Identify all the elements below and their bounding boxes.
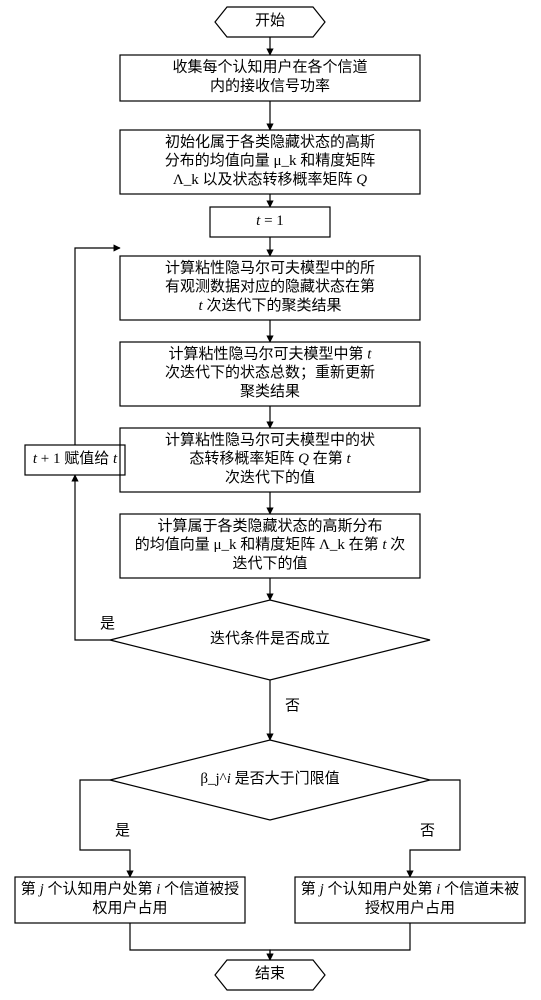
svg-text:计算粘性隐马尔可夫模型中的所: 计算粘性隐马尔可夫模型中的所	[165, 259, 375, 277]
process-r3: t = 1	[210, 207, 330, 237]
svg-text:内的接收信号功率: 内的接收信号功率	[210, 78, 330, 95]
svg-text:权用户占用: 权用户占用	[92, 900, 167, 917]
svg-text:分布的均值向量 μ_k 和精度矩阵: 分布的均值向量 μ_k 和精度矩阵	[165, 152, 376, 169]
process-r7: 计算属于各类隐藏状态的高斯分布的均值向量 μ_k 和精度矩阵 Λ_k 在第 t …	[120, 514, 420, 578]
svg-text:聚类结果: 聚类结果	[240, 383, 300, 400]
process-r4: 计算粘性隐马尔可夫模型中的所有观测数据对应的隐藏状态在第 t 次迭代下的聚类结果	[120, 256, 420, 320]
edge-label: 是	[100, 616, 115, 632]
edge-rno-end	[270, 923, 410, 960]
decision-d1: 迭代条件是否成立	[110, 600, 430, 680]
edge-label: 否	[285, 698, 300, 714]
end-terminator: 结束	[215, 960, 325, 990]
svg-text:结束: 结束	[255, 965, 285, 982]
decision-d2: β_j^i 是否大于门限值	[110, 740, 430, 820]
svg-text:迭代条件是否成立: 迭代条件是否成立	[210, 630, 330, 647]
process-ryes: 第 j 个认知用户处第 i 个信道被授权用户占用	[15, 877, 245, 923]
svg-text:收集每个认知用户在各个信道: 收集每个认知用户在各个信道	[172, 59, 367, 76]
svg-text:迭代下的值: 迭代下的值	[232, 555, 307, 572]
svg-text:开始: 开始	[255, 12, 285, 29]
process-r6: 计算粘性隐马尔可夫模型中的状态转移概率矩阵 Q 在第 t 次迭代下的值	[120, 428, 420, 492]
svg-text:态转移概率矩阵 Q 在第 t: 态转移概率矩阵 Q 在第 t	[189, 449, 351, 467]
flowchart-canvas: 开始结束 收集每个认知用户在各个信道内的接收信号功率 初始化属于各类隐藏状态的高斯…	[0, 0, 541, 1000]
start-terminator: 开始	[215, 7, 325, 37]
svg-text:Λ_k 以及状态转移概率矩阵 Q: Λ_k 以及状态转移概率矩阵 Q	[173, 171, 367, 188]
process-rno: 第 j 个认知用户处第 i 个信道未被授权用户占用	[295, 877, 525, 923]
svg-text:第 j 个认知用户处第 i 个信道被授: 第 j 个认知用户处第 i 个信道被授	[21, 880, 239, 898]
svg-text:的均值向量 μ_k 和精度矩阵 Λ_k 在第 t 次: 的均值向量 μ_k 和精度矩阵 Λ_k 在第 t 次	[135, 535, 406, 553]
process-r1: 收集每个认知用户在各个信道内的接收信号功率	[120, 55, 420, 101]
edge-label: 是	[115, 823, 130, 839]
process-rloop: t + 1 赋值给 t	[25, 445, 125, 475]
svg-text:计算粘性隐马尔可夫模型中第 t: 计算粘性隐马尔可夫模型中第 t	[169, 345, 373, 363]
svg-text:初始化属于各类隐藏状态的高斯: 初始化属于各类隐藏状态的高斯	[165, 134, 375, 151]
svg-text:计算属于各类隐藏状态的高斯分布: 计算属于各类隐藏状态的高斯分布	[157, 517, 382, 535]
svg-text:t = 1: t = 1	[256, 213, 284, 229]
process-r2: 初始化属于各类隐藏状态的高斯分布的均值向量 μ_k 和精度矩阵 Λ_k 以及状态转…	[120, 130, 420, 194]
edge-ryes-end	[130, 923, 270, 960]
svg-text:计算粘性隐马尔可夫模型中的状: 计算粘性隐马尔可夫模型中的状	[165, 431, 375, 449]
edge-label: 否	[420, 823, 435, 839]
edge-rloop-r4	[75, 248, 120, 445]
svg-text:t + 1 赋值给 t: t + 1 赋值给 t	[33, 450, 118, 467]
process-r5: 计算粘性隐马尔可夫模型中第 t次迭代下的状态总数；重新更新聚类结果	[120, 342, 420, 406]
svg-text:次迭代下的状态总数；重新更新: 次迭代下的状态总数；重新更新	[165, 364, 375, 381]
svg-text:授权用户占用: 授权用户占用	[365, 900, 455, 917]
svg-text:t 次迭代下的聚类结果: t 次迭代下的聚类结果	[199, 297, 342, 314]
svg-text:第 j 个认知用户处第 i 个信道未被: 第 j 个认知用户处第 i 个信道未被	[301, 880, 519, 898]
svg-text:β_j^i 是否大于门限值: β_j^i 是否大于门限值	[200, 770, 339, 787]
svg-text:次迭代下的值: 次迭代下的值	[225, 469, 315, 486]
svg-text:有观测数据对应的隐藏状态在第: 有观测数据对应的隐藏状态在第	[165, 277, 375, 295]
